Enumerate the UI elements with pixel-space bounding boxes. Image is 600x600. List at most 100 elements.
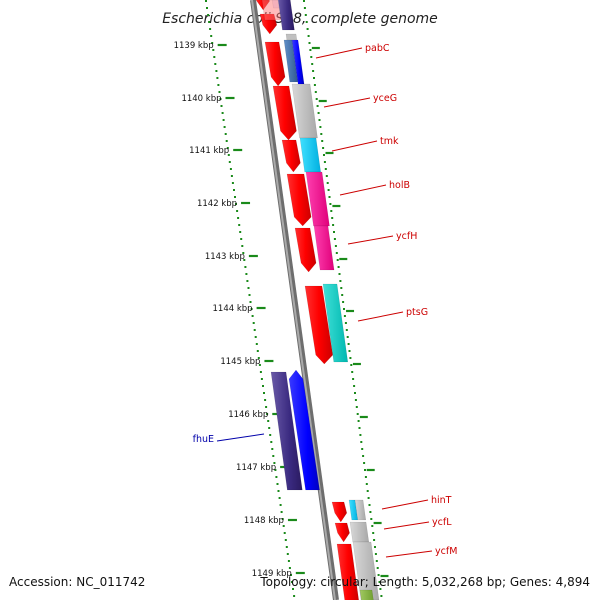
guide-dot: [288, 567, 291, 569]
guide-dot: [322, 147, 325, 149]
tick-label: 1143 kbp: [205, 252, 245, 262]
guide-dot: [212, 49, 215, 51]
guide-dot: [321, 140, 324, 142]
gene-block-ycfH: [313, 225, 335, 271]
gene-label-leader: [315, 47, 363, 59]
guide-dot: [349, 357, 352, 359]
guide-dot: [328, 196, 331, 198]
cds-arrow: [331, 501, 348, 523]
guide-dot: [290, 574, 292, 576]
guide-dot: [346, 336, 349, 338]
guide-dot: [270, 441, 273, 443]
guide-dot: [340, 287, 343, 289]
guide-dot: [312, 70, 315, 72]
guide-dot: [250, 308, 253, 310]
guide-dot: [231, 182, 234, 184]
guide-dot: [315, 98, 318, 100]
guide-dot: [374, 553, 377, 555]
guide-dot: [329, 203, 332, 205]
guide-dot: [304, 14, 307, 16]
gene-label: tmk: [380, 136, 399, 147]
guide-dot: [354, 392, 356, 394]
guide-dot: [252, 322, 255, 324]
guide-dot: [245, 273, 248, 275]
tick-label: 1142 kbp: [197, 199, 237, 209]
guide-dot: [242, 252, 245, 254]
cds-arrow-reverse: [288, 369, 320, 491]
guide-dot: [366, 490, 369, 492]
guide-dot: [262, 385, 264, 387]
guide-dot: [291, 581, 293, 583]
guide-dot: [254, 336, 257, 338]
guide-dot: [226, 147, 229, 149]
tick-guide-line-right: [303, 0, 383, 597]
guide-dot: [264, 399, 267, 401]
guide-dot: [373, 539, 376, 541]
topology-text: Topology: circular; Length: 5,032,268 bp…: [259, 575, 590, 589]
guide-dot: [362, 455, 365, 457]
guide-dot: [219, 98, 222, 100]
guide-dot: [307, 35, 310, 37]
guide-dot: [319, 126, 322, 128]
guide-dot: [324, 168, 327, 170]
gene-label-leader: [381, 499, 429, 510]
gene-label-leader: [383, 521, 430, 530]
guide-dot: [352, 378, 355, 380]
guide-dot: [325, 175, 328, 177]
guide-dot: [377, 574, 380, 576]
guide-dot: [276, 483, 279, 485]
cds-block: [336, 543, 359, 600]
guide-dot: [215, 70, 218, 72]
cds-arrow: [286, 173, 312, 227]
guide-dot: [287, 560, 290, 562]
guide-dot: [330, 210, 333, 212]
guide-dot: [277, 490, 280, 492]
map-title: Escherichia coli S88, complete genome: [162, 11, 438, 27]
guide-dot: [280, 511, 283, 513]
guide-dot: [213, 56, 216, 58]
guide-dot: [255, 343, 258, 345]
guide-dot: [235, 203, 237, 205]
guide-dot: [271, 448, 274, 450]
gene-label: ycfH: [396, 231, 417, 242]
guide-dot: [331, 217, 334, 219]
gene-labels: pabC yceG tmk holB ycfH ptsG hinT ycfL ycfM fhuE: [193, 43, 457, 558]
guide-dot: [218, 91, 221, 93]
guide-dot: [241, 245, 244, 247]
guide-dot: [240, 238, 243, 240]
gene-features: [255, 0, 380, 600]
guide-dot: [378, 581, 381, 583]
guide-dot: [216, 77, 219, 79]
guide-dot: [327, 189, 330, 191]
guide-dot: [306, 28, 309, 30]
guide-dot: [356, 413, 359, 415]
guide-dot: [303, 7, 306, 9]
guide-dot: [323, 154, 325, 156]
guide-dot: [337, 266, 340, 268]
guide-dot: [338, 273, 341, 275]
gene-block-yceG: [291, 83, 318, 139]
tick-label: 1141 kbp: [189, 146, 229, 156]
guide-dot: [208, 21, 211, 23]
guide-dot: [305, 21, 308, 23]
gene-label-leader: [331, 140, 378, 152]
guide-dot: [326, 182, 329, 184]
guide-dot: [205, 0, 207, 2]
guide-dot: [236, 210, 239, 212]
guide-dot: [333, 238, 336, 240]
cds-arrow: [334, 522, 350, 543]
guide-dot: [283, 532, 286, 534]
guide-dot: [210, 35, 213, 37]
guide-dot: [371, 525, 374, 527]
guide-dot: [228, 161, 231, 163]
guide-dot: [211, 42, 214, 44]
guide-dot: [286, 553, 289, 555]
guide-dot: [316, 105, 319, 107]
guide-dot: [239, 231, 242, 233]
gene-label-leader: [385, 550, 433, 558]
guide-dot: [308, 42, 311, 44]
guide-dot: [320, 133, 323, 135]
guide-dot: [223, 126, 226, 128]
gene-label: holB: [389, 180, 410, 191]
guide-dot: [357, 420, 360, 422]
